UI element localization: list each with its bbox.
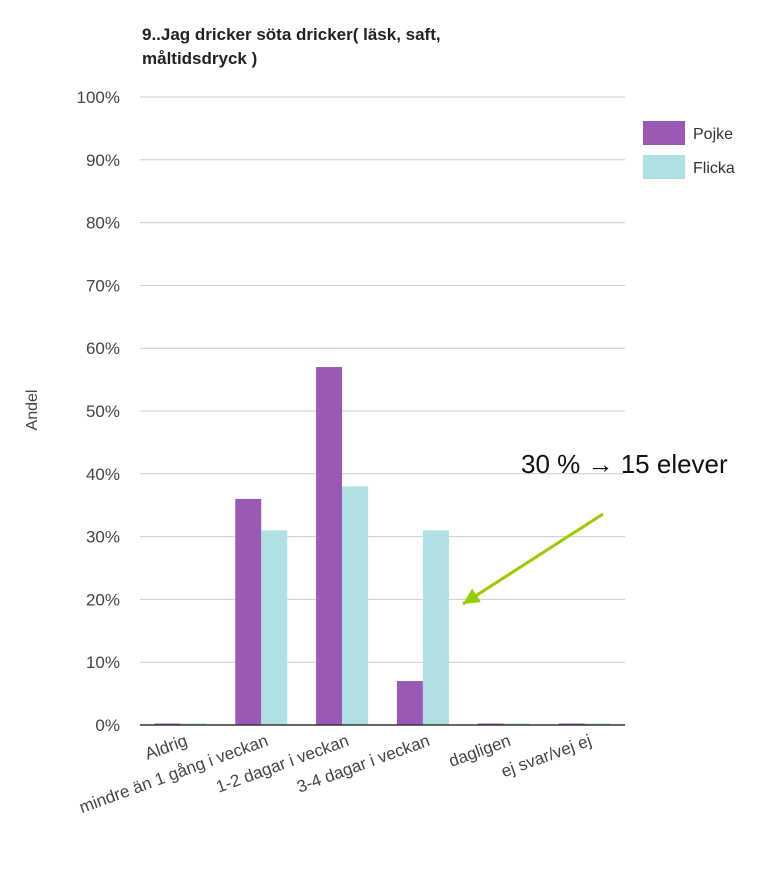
y-tick-label: 50% xyxy=(86,402,120,421)
legend-swatch-flicka xyxy=(643,155,685,179)
y-tick-label: 40% xyxy=(86,465,120,484)
y-tick-label: 60% xyxy=(86,339,120,358)
chart-title-line-2: måltidsdryck ) xyxy=(142,49,257,68)
x-tick-label: ej svar/vej ej xyxy=(499,731,594,781)
bar-flicka-2 xyxy=(342,486,369,725)
annotation-arrowhead xyxy=(463,588,481,604)
x-tick-label: Aldrig xyxy=(142,731,189,764)
y-tick-label: 20% xyxy=(86,590,120,609)
legend-label-flicka: Flicka xyxy=(693,160,735,177)
gridlines xyxy=(140,96,625,663)
annotation-text: 30 % → 15 elever xyxy=(521,449,728,479)
y-tick-label: 70% xyxy=(86,276,120,295)
y-tick-label: 10% xyxy=(86,653,120,672)
bars xyxy=(154,367,611,725)
legend-swatch-pojke xyxy=(643,121,685,145)
y-axis-label: Andel xyxy=(24,390,41,431)
y-tick-label: 80% xyxy=(86,214,120,233)
annotation-arrow xyxy=(462,512,604,606)
bar-flicka-3 xyxy=(422,530,449,725)
y-tick-label: 30% xyxy=(86,528,120,547)
bar-pojke-3 xyxy=(396,681,423,725)
y-tick-label: 90% xyxy=(86,151,120,170)
y-tick-label: 0% xyxy=(95,716,120,735)
y-tick-labels: 0% 10% 20% 30% 40% 50% 60% 70% 80% 90% 100% xyxy=(77,88,120,735)
chart-title-line-1: 9..Jag dricker söta dricker( läsk, saft, xyxy=(142,25,441,44)
legend-label-pojke: Pojke xyxy=(693,126,733,143)
bar-pojke-2 xyxy=(316,367,343,725)
bar-pojke-1 xyxy=(235,498,262,725)
y-tick-label: 100% xyxy=(77,88,120,107)
bar-flicka-1 xyxy=(261,530,288,725)
legend: Pojke Flicka xyxy=(643,121,735,179)
